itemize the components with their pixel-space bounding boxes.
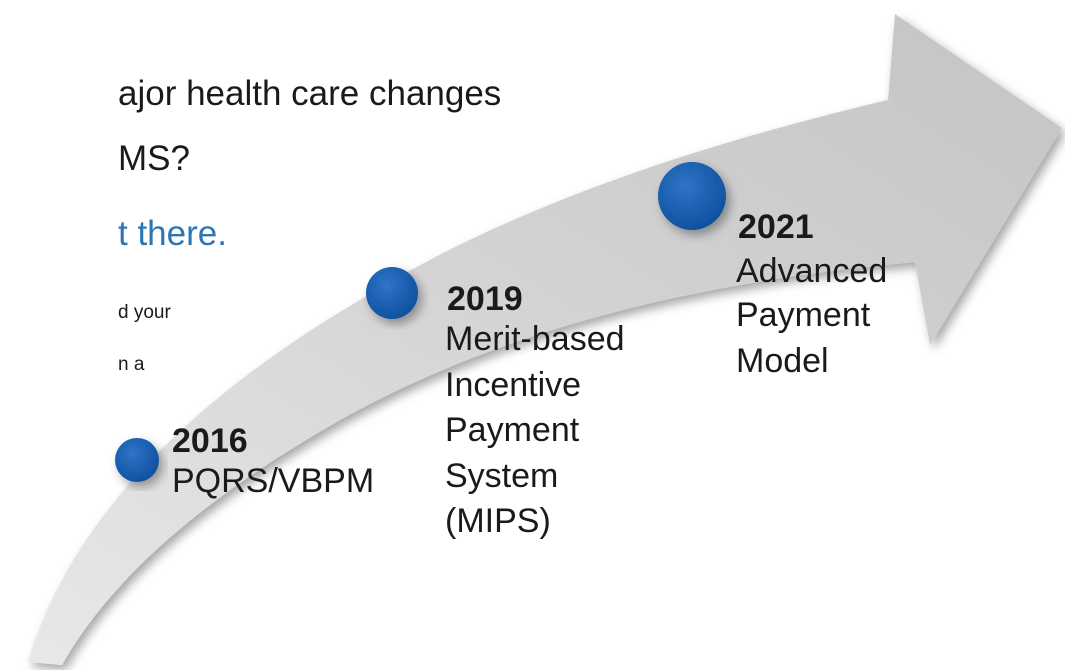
timeline-arrow	[28, 14, 1062, 665]
milestone-label: System	[445, 457, 558, 495]
milestone-dot	[115, 438, 159, 482]
body-line: n a	[118, 354, 145, 375]
milestone-label: Merit-based	[445, 320, 625, 358]
milestone-label: Model	[736, 342, 829, 380]
heading-line: MS?	[118, 139, 190, 178]
body-line: d your	[118, 302, 171, 323]
milestone-year: 2019	[447, 280, 523, 318]
milestone-dot	[366, 267, 418, 319]
milestone-label: (MIPS)	[445, 502, 551, 540]
milestone-label: PQRS/VBPM	[172, 462, 374, 500]
milestone-dot	[658, 162, 726, 230]
milestone-year: 2016	[172, 422, 248, 460]
milestone-label: Payment	[736, 296, 871, 334]
milestone-label: Payment	[445, 411, 580, 449]
milestone-label: Incentive	[445, 366, 581, 404]
subheading: t there.	[118, 214, 227, 253]
heading-line: ajor health care changes	[118, 74, 501, 113]
milestone-year: 2021	[738, 208, 814, 246]
milestone-label: Advanced	[736, 252, 887, 290]
